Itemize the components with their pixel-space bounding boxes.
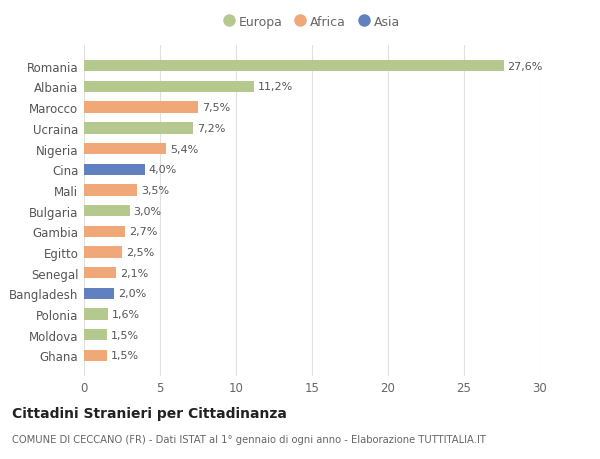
Text: 27,6%: 27,6% — [508, 62, 542, 72]
Bar — [84, 247, 122, 258]
Bar — [84, 350, 107, 361]
Text: 7,5%: 7,5% — [202, 103, 230, 113]
Text: 3,5%: 3,5% — [141, 185, 169, 196]
Bar — [84, 226, 125, 237]
Bar — [84, 82, 254, 93]
Bar — [84, 164, 145, 175]
Bar — [84, 123, 193, 134]
Text: COMUNE DI CECCANO (FR) - Dati ISTAT al 1° gennaio di ogni anno - Elaborazione TU: COMUNE DI CECCANO (FR) - Dati ISTAT al 1… — [12, 434, 486, 444]
Text: 2,7%: 2,7% — [129, 227, 157, 237]
Text: 4,0%: 4,0% — [149, 165, 177, 175]
Text: 1,6%: 1,6% — [112, 309, 140, 319]
Text: 2,5%: 2,5% — [126, 247, 154, 257]
Bar — [84, 102, 198, 113]
Bar — [84, 288, 115, 299]
Bar — [84, 330, 107, 341]
Text: 2,1%: 2,1% — [120, 268, 148, 278]
Bar — [84, 144, 166, 155]
Text: 5,4%: 5,4% — [170, 144, 198, 154]
Legend: Europa, Africa, Asia: Europa, Africa, Asia — [220, 12, 404, 33]
Text: 11,2%: 11,2% — [258, 82, 293, 92]
Text: Cittadini Stranieri per Cittadinanza: Cittadini Stranieri per Cittadinanza — [12, 406, 287, 420]
Text: 1,5%: 1,5% — [110, 330, 139, 340]
Bar — [84, 185, 137, 196]
Bar — [84, 206, 130, 217]
Text: 1,5%: 1,5% — [110, 351, 139, 361]
Bar — [84, 309, 109, 320]
Bar — [84, 61, 503, 72]
Text: 7,2%: 7,2% — [197, 123, 226, 134]
Bar — [84, 268, 116, 279]
Text: 3,0%: 3,0% — [133, 206, 161, 216]
Text: 2,0%: 2,0% — [118, 289, 146, 299]
